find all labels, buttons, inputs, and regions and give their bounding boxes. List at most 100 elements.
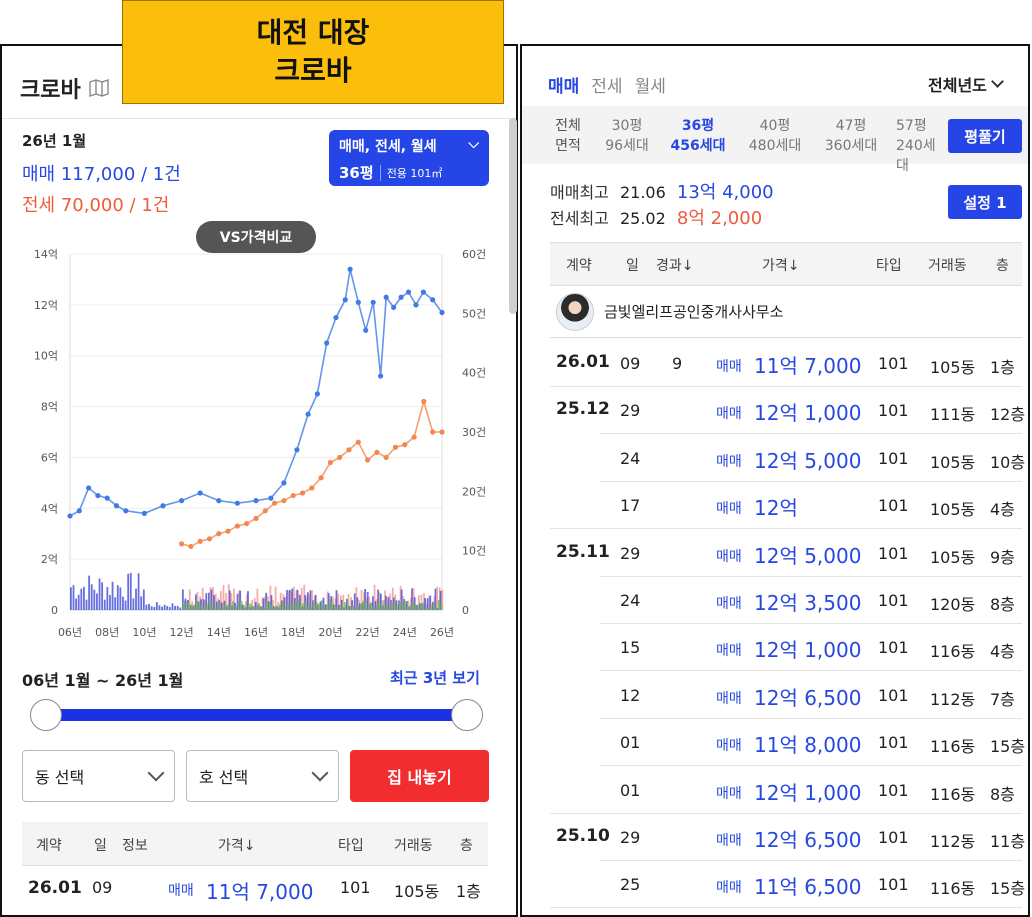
volume-bar-jeonse xyxy=(287,591,290,610)
x-tick-label: 16년 xyxy=(244,626,268,639)
row-kind: 매매 xyxy=(716,548,742,565)
volume-bar-sale xyxy=(171,603,174,610)
col-type[interactable]: 타입 xyxy=(338,838,364,854)
volume-bar-monthly xyxy=(190,604,193,610)
area-47[interactable]: 47평 360세대 xyxy=(820,116,882,156)
col-contract[interactable]: 계약 xyxy=(566,258,592,274)
table-row[interactable]: 25 매매 11억 6,500 101 116동 15층 xyxy=(550,861,1025,909)
table-row[interactable]: 24 매매 12억 3,500 101 120동 8층 xyxy=(550,577,1022,624)
col-price[interactable]: 가격↓ xyxy=(218,838,256,854)
sale-price-point xyxy=(347,266,353,272)
table-row[interactable]: 26.01 09 9 매매 11억 7,000 101 105동 1층 xyxy=(550,340,1022,387)
area-30[interactable]: 30평 96세대 xyxy=(600,116,654,156)
col-price[interactable]: 가격↓ xyxy=(762,258,800,274)
volume-bar-jeonse xyxy=(389,593,392,610)
area-36-bottom: 456세대 xyxy=(670,138,726,154)
period-slider-start-handle[interactable] xyxy=(30,699,62,731)
volume-bar-jeonse xyxy=(326,591,329,610)
table-row[interactable]: 24 매매 12억 5,000 101 105동 10층 xyxy=(550,435,1025,482)
period-slider-end-handle[interactable] xyxy=(451,699,483,731)
volume-bar-sale xyxy=(106,587,109,610)
volume-bar-monthly xyxy=(406,606,409,610)
price-chart[interactable]: 0 2억 4억 6억 8억 10억 12억 14억 0 10건 20건 30건 40건 50건 60건 06년… xyxy=(14,232,504,652)
area-40[interactable]: 40평 480세대 xyxy=(744,116,806,156)
area-57[interactable]: 57평 240세대 xyxy=(896,116,938,176)
table-row[interactable]: 12 매매 12억 6,500 101 112동 7층 xyxy=(550,672,1022,719)
table-row[interactable]: 25.12 29 매매 12억 1,000 101 111동 12층 xyxy=(550,387,1025,435)
period-slider-track[interactable] xyxy=(44,709,468,721)
tab-jeonse[interactable]: 전세 xyxy=(591,77,623,97)
volume-bar-sale xyxy=(234,602,236,610)
row-dong: 116동 xyxy=(930,879,976,899)
volume-bar-monthly xyxy=(273,607,276,610)
row-floor: 4층 xyxy=(990,642,1015,662)
col-dong[interactable]: 거래동 xyxy=(394,838,433,854)
table-row[interactable]: 01 매매 12억 1,000 101 116동 8층 xyxy=(550,767,1022,814)
volume-bar-sale xyxy=(77,594,80,610)
row-month: 25.10 xyxy=(556,826,610,846)
volume-bar-monthly xyxy=(260,607,263,610)
volume-bar-monthly xyxy=(430,607,432,610)
max-sale-date: 21.06 xyxy=(619,183,666,202)
agent-row[interactable]: 금빛엘리프공인중개사사무소 xyxy=(550,286,1022,338)
tab-monthly[interactable]: 월세 xyxy=(634,77,666,97)
left-scrollbar[interactable] xyxy=(509,118,517,314)
banner-line-2: 크로바 xyxy=(274,54,352,87)
col-info[interactable]: 정보 xyxy=(122,838,148,854)
list-my-home-button[interactable]: 집 내놓기 xyxy=(350,750,489,802)
area-all-bottom: 면적 xyxy=(555,138,581,154)
map-icon[interactable] xyxy=(89,79,109,97)
tab-sale[interactable]: 매매 xyxy=(548,77,580,97)
col-type[interactable]: 타입 xyxy=(876,258,902,274)
volume-bar-monthly xyxy=(312,600,315,610)
col-floor[interactable]: 층 xyxy=(460,838,473,854)
ho-select[interactable]: 호 선택 xyxy=(186,750,339,802)
volume-bar-monthly xyxy=(388,607,391,610)
volume-bar-sale xyxy=(377,589,380,610)
row-kind: 매매 xyxy=(716,785,742,802)
year-select[interactable]: 전체년도 xyxy=(928,72,1004,96)
setting-button[interactable]: 설정 1 xyxy=(948,185,1022,219)
col-elapsed[interactable]: 경과↓ xyxy=(656,258,694,274)
col-day[interactable]: 일 xyxy=(94,838,107,854)
col-contract[interactable]: 계약 xyxy=(36,838,62,854)
volume-bar-sale xyxy=(335,590,338,610)
row-day: 24 xyxy=(620,448,641,468)
table-row[interactable]: 15 매매 12억 1,000 101 116동 4층 xyxy=(550,624,1022,672)
jeonse-price-point xyxy=(355,439,361,445)
area-all[interactable]: 전체 면적 xyxy=(550,116,586,156)
volume-bar-monthly xyxy=(245,601,247,610)
volume-bar-jeonse xyxy=(246,594,248,610)
recent-3-years-link[interactable]: 최근 3년 보기 xyxy=(390,669,480,687)
table-row[interactable]: 26.01 09 매매 11억 7,000 101 105동 1층 xyxy=(22,866,488,910)
volume-bar-monthly xyxy=(409,605,411,610)
row-price: 12억 6,500 xyxy=(754,828,862,852)
pyeong-expand-button[interactable]: 평풀기 xyxy=(948,119,1022,153)
type-size-filter-button[interactable]: 매매, 전세, 월세 ⌵ 36평 전용 101㎡ xyxy=(329,130,489,186)
volume-bar-jeonse xyxy=(230,593,233,610)
volume-bar-jeonse xyxy=(365,597,368,610)
sale-price-point xyxy=(160,503,166,509)
volume-bar-sale xyxy=(262,598,265,610)
col-floor[interactable]: 층 xyxy=(996,258,1009,274)
row-type: 101 xyxy=(878,685,909,705)
col-day[interactable]: 일 xyxy=(626,258,639,274)
area-36[interactable]: 36평 456세대 xyxy=(666,116,730,156)
row-price: 12억 3,500 xyxy=(754,591,862,615)
table-row[interactable]: 25.11 29 매매 12억 5,000 101 105동 9층 xyxy=(550,530,1022,577)
table-row[interactable]: 25.10 29 매매 12억 6,500 101 112동 11층 xyxy=(550,814,1025,861)
dong-select[interactable]: 동 선택 xyxy=(22,750,175,802)
vs-compare-button[interactable]: VS가격비교 xyxy=(196,221,316,253)
col-dong[interactable]: 거래동 xyxy=(928,258,967,274)
volume-bar-jeonse xyxy=(313,595,316,610)
table-row[interactable]: 01 매매 11억 8,000 101 116동 15층 xyxy=(550,719,1025,767)
jeonse-price-point xyxy=(197,538,203,544)
volume-bar-sale xyxy=(221,602,223,610)
volume-bar-monthly xyxy=(328,600,331,610)
volume-bar-jeonse xyxy=(204,600,207,610)
table-row[interactable]: 17 매매 12억 101 105동 4층 xyxy=(550,482,1022,530)
volume-bar-monthly xyxy=(227,604,229,610)
volume-bar-sale xyxy=(283,597,286,610)
area-57-bottom: 240세대 xyxy=(896,138,936,174)
volume-bar-sale xyxy=(142,589,145,610)
